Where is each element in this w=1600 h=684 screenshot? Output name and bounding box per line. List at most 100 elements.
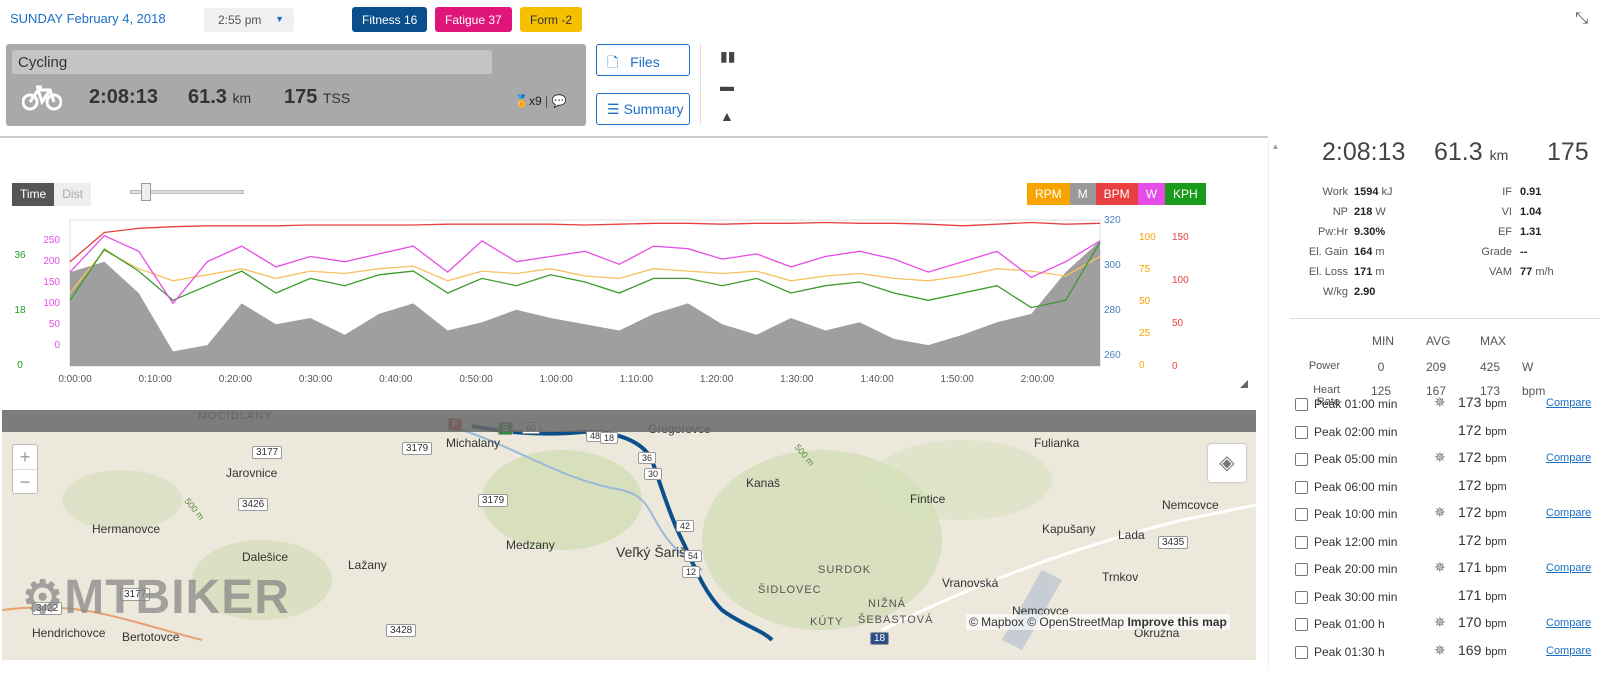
elevation-tick-label: 260 [1104,350,1121,361]
peak-label: Peak 30:00 min [1314,589,1398,604]
bar-chart-icon[interactable]: ▮▮ [720,48,736,64]
zoom-in-button[interactable]: + [19,447,31,467]
compare-link[interactable]: Compare [1546,507,1592,519]
road-number-label: 3179 [478,494,509,507]
metric-el-loss: El. Loss 171 m [1308,266,1385,278]
peak-label: Peak 01:00 h [1314,617,1385,631]
bpm-tick-label: 100 [1172,275,1189,286]
medals[interactable]: 🏅x9 | 💬 [514,94,567,108]
legend-m[interactable]: M [1069,183,1096,205]
peak-checkbox[interactable] [1295,563,1308,576]
peak-checkbox[interactable] [1295,398,1308,411]
time-toggle[interactable]: Time [12,183,55,206]
table-cell: 167 [1425,384,1447,398]
slider-handle[interactable] [141,183,151,201]
x-tick-label: 0:30:00 [299,374,333,385]
legend-bpm[interactable]: BPM [1095,183,1138,205]
watts-tick-label: 200 [43,256,60,267]
x-tick-label: 1:10:00 [620,374,654,385]
series-bpm-line [69,221,1101,263]
award-icon: ✵ [1434,614,1446,630]
peak-checkbox[interactable] [1295,535,1308,549]
kph-tick-label: 18 [14,305,26,316]
peak-checkbox[interactable] [1295,425,1308,439]
stats-table: MIN AVG MAX Power 0 209 425 W Heart Rate 125 167 17… [1290,334,1600,408]
files-button[interactable]: 🗋 Files [596,44,690,76]
rpm-tick-label: 50 [1139,296,1151,307]
compare-link[interactable]: Compare [1546,617,1592,629]
map-place-label: Vranovská [942,576,999,590]
x-tick-label: 1:00:00 [540,374,574,385]
compare-link[interactable]: Compare [1546,397,1592,409]
table-cell: Heart Rate [1313,384,1340,408]
zoom-out-button[interactable]: − [13,469,37,493]
metric-grade: Grade -- [1481,246,1528,258]
peak-label: Peak 12:00 min [1314,534,1398,549]
compare-link[interactable]: Compare [1546,562,1592,574]
road-number-label: 3428 [386,624,417,637]
series-rpm-line [69,249,1101,294]
peak-checkbox[interactable] [1295,618,1308,631]
layers-icon[interactable]: ◈ [1208,444,1246,482]
dist-toggle[interactable]: Dist [54,183,91,206]
scrollbar[interactable]: ▲ [1268,140,1282,670]
zoom-slider[interactable] [130,183,244,201]
peak-checkbox[interactable] [1295,645,1308,659]
road-number-label: 3177 [120,588,151,601]
x-tick-label: 0:10:00 [139,374,173,385]
card-tss: 175 TSS [284,86,351,108]
peak-row: Peak 10:00 min ✵ 172 bpm Compare [1280,504,1592,531]
map-header-bar [2,410,1256,432]
table-cell: 173 [1479,384,1501,398]
divider [0,136,1268,138]
fitness-pill[interactable]: Fitness 16 [352,7,428,32]
km-marker: 30 [644,468,663,480]
resize-handle-icon [1240,380,1248,388]
improve-map-link[interactable]: Improve this map [1127,615,1227,629]
map-place-label: Kapušany [1042,522,1096,536]
map-place-label: Jarovnice [226,466,278,480]
peak-row: Peak 01:00 min ✵ 173 bpm Compare [1280,394,1592,421]
award-icon: ✵ [1434,641,1446,658]
activity-card: Cycling 2:08:13 61.3 km 175 TSS 🏅x9 | 💬 [6,44,586,126]
elevation-icon[interactable]: ▲ [720,108,734,124]
km-marker: 12 [682,566,701,578]
peak-checkbox[interactable] [1295,590,1308,604]
map-place-label: Medzany [506,538,555,552]
summary-button[interactable]: ☰ Summary [596,93,690,125]
x-tick-label: 1:30:00 [780,374,814,385]
rpm-tick-label: 0 [1139,360,1145,371]
form-pill[interactable]: Form -2 [520,7,582,32]
collapse-icon[interactable]: ⤡ [1575,10,1588,27]
fatigue-pill[interactable]: Fatigue 37 [435,7,512,32]
legend-kph[interactable]: KPH [1165,183,1206,205]
bpm-tick-label: 150 [1172,232,1189,243]
legend-rpm[interactable]: RPM [1027,183,1070,205]
peak-value: 170 bpm [1458,614,1507,630]
map-place-label: Fintice [910,492,946,506]
legend-w[interactable]: W [1137,183,1166,205]
map-place-label: Fulianka [1034,436,1080,450]
comments-icon[interactable]: 💬 [551,94,567,108]
peak-row: Peak 12:00 min 172 bpm [1280,532,1590,559]
km-marker: 42 [676,520,695,532]
road-number-label: 3426 [238,498,269,511]
route-map[interactable]: MOČIDLANYMichalanyGregorovceFuliankaJaro… [2,410,1256,660]
table-cell: 209 [1425,360,1447,374]
peak-value: 172 bpm [1458,476,1507,493]
bpm-tick-label: 0 [1172,361,1178,372]
comment-icon[interactable]: ▬ [720,78,734,94]
x-tick-label: 1:40:00 [860,374,894,385]
km-marker: 54 [684,550,703,562]
sport-name[interactable]: Cycling [12,50,492,74]
compare-link[interactable]: Compare [1546,644,1592,657]
table-cell: Power [1308,360,1340,372]
award-icon: ✵ [1434,394,1446,410]
peak-checkbox[interactable] [1295,480,1308,494]
metric-vi: VI 1.04 [1501,206,1542,218]
peak-checkbox[interactable] [1295,453,1308,466]
metrics-grid: Work 1594 kJ NP 218 W Pw:Hr 9.30% El. Gain 164… [1290,178,1600,298]
peak-checkbox[interactable] [1295,508,1308,521]
compare-link[interactable]: Compare [1546,452,1592,464]
time-select[interactable]: 2:55 pm ▼ [204,8,294,32]
